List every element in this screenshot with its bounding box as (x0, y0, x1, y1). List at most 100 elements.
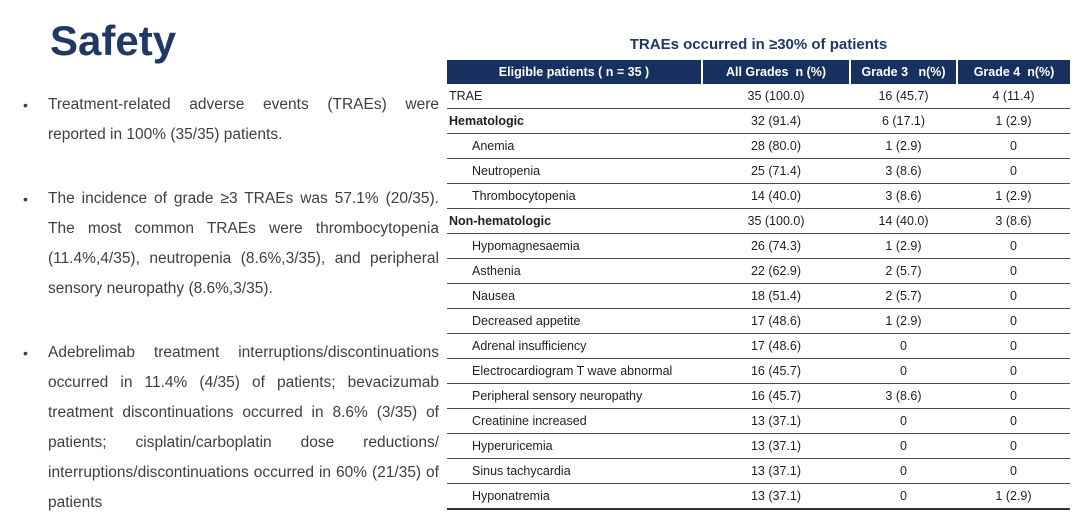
bullet-marker: • (23, 345, 28, 361)
row-label-cell: TRAE (447, 84, 702, 109)
grade4-cell: 0 (957, 233, 1070, 259)
row-label-cell: Creatinine increased (447, 408, 702, 434)
table-row: Decreased appetite 17 (48.6) 1 (2.9) 0 (447, 308, 1070, 334)
row-label-cell: Hematologic (447, 108, 702, 134)
all-grades-cell: 28 (80.0) (702, 133, 850, 159)
grade4-cell: 0 (957, 158, 1070, 184)
all-grades-cell: 13 (37.1) (702, 458, 850, 484)
grade3-cell: 6 (17.1) (850, 108, 957, 134)
grade3-cell: 0 (850, 333, 957, 359)
grade3-cell: 3 (8.6) (850, 183, 957, 209)
grade3-cell: 3 (8.6) (850, 383, 957, 409)
bullet-item: • The incidence of grade ≥3 TRAEs was 57… (23, 184, 439, 304)
table-row: Asthenia 22 (62.9) 2 (5.7) 0 (447, 258, 1070, 284)
row-label-cell: Hyponatremia (447, 483, 702, 510)
table-row: Adrenal insufficiency 17 (48.6) 0 0 (447, 333, 1070, 359)
trae-table-body: TRAE 35 (100.0) 16 (45.7) 4 (11.4) Hemat… (447, 84, 1070, 510)
grade3-cell: 2 (5.7) (850, 258, 957, 284)
table-row: Neutropenia 25 (71.4) 3 (8.6) 0 (447, 158, 1070, 184)
all-grades-cell: 13 (37.1) (702, 483, 850, 510)
bullet-item: • Treatment-related adverse events (TRAE… (23, 90, 439, 150)
bullet-text: Treatment-related adverse events (TRAEs)… (48, 96, 439, 143)
row-label-cell: Peripheral sensory neuropathy (447, 383, 702, 409)
header-grade-3: Grade 3 n(%) (849, 60, 957, 84)
grade3-cell: 14 (40.0) (850, 208, 957, 234)
table-row: TRAE 35 (100.0) 16 (45.7) 4 (11.4) (447, 84, 1070, 109)
all-grades-cell: 16 (45.7) (702, 358, 850, 384)
table-row: Hyperuricemia 13 (37.1) 0 0 (447, 433, 1070, 459)
table-row: Creatinine increased 13 (37.1) 0 0 (447, 408, 1070, 434)
all-grades-cell: 13 (37.1) (702, 408, 850, 434)
grade4-cell: 0 (957, 433, 1070, 459)
all-grades-cell: 26 (74.3) (702, 233, 850, 259)
all-grades-cell: 35 (100.0) (702, 84, 850, 109)
bullet-item: • Adebrelimab treatment interruptions/​d… (23, 338, 439, 518)
header-grade-4: Grade 4 n(%) (956, 60, 1070, 84)
grade4-cell: 0 (957, 408, 1070, 434)
all-grades-cell: 14 (40.0) (702, 183, 850, 209)
row-label-cell: Hypomagnesaemia (447, 233, 702, 259)
grade4-cell: 0 (957, 258, 1070, 284)
row-label-cell: Electrocardiogram T wave abnormal (447, 358, 702, 384)
all-grades-cell: 35 (100.0) (702, 208, 850, 234)
grade4-cell: 0 (957, 283, 1070, 309)
table-row: Hematologic 32 (91.4) 6 (17.1) 1 (2.9) (447, 108, 1070, 134)
grade4-cell: 1 (2.9) (957, 183, 1070, 209)
table-header-row: Eligible patients ( n = 35 ) All Grades … (447, 60, 1070, 84)
table-row: Sinus tachycardia 13 (37.1) 0 0 (447, 458, 1070, 484)
all-grades-cell: 18 (51.4) (702, 283, 850, 309)
table-row: Anemia 28 (80.0) 1 (2.9) 0 (447, 133, 1070, 159)
grade4-cell: 3 (8.6) (957, 208, 1070, 234)
grade3-cell: 1 (2.9) (850, 308, 957, 334)
row-label-cell: Decreased appetite (447, 308, 702, 334)
bullet-marker: • (23, 191, 28, 207)
grade4-cell: 1 (2.9) (957, 483, 1070, 510)
grade3-cell: 3 (8.6) (850, 158, 957, 184)
grade3-cell: 1 (2.9) (850, 233, 957, 259)
grade3-cell: 0 (850, 433, 957, 459)
header-all-grades: All Grades n (%) (701, 60, 850, 84)
table-row: Nausea 18 (51.4) 2 (5.7) 0 (447, 283, 1070, 309)
row-label-cell: Asthenia (447, 258, 702, 284)
row-label-cell: Sinus tachycardia (447, 458, 702, 484)
all-grades-cell: 32 (91.4) (702, 108, 850, 134)
grade4-cell: 0 (957, 308, 1070, 334)
page-title: Safety (50, 17, 177, 64)
row-label-cell: Adrenal insufficiency (447, 333, 702, 359)
grade3-cell: 0 (850, 483, 957, 510)
table-row: Hypomagnesaemia 26 (74.3) 1 (2.9) 0 (447, 233, 1070, 259)
grade4-cell: 0 (957, 458, 1070, 484)
grade3-cell: 0 (850, 458, 957, 484)
grade4-cell: 0 (957, 383, 1070, 409)
grade3-cell: 0 (850, 408, 957, 434)
all-grades-cell: 22 (62.9) (702, 258, 850, 284)
table-title: TRAEs occurred in ≥30% of patients (629, 36, 888, 53)
grade4-cell: 0 (957, 133, 1070, 159)
grade4-cell: 1 (2.9) (957, 108, 1070, 134)
trae-table: Eligible patients ( n = 35 ) All Grades … (447, 60, 1070, 510)
row-label-cell: Hyperuricemia (447, 433, 702, 459)
row-label-cell: Thrombocytopenia (447, 183, 702, 209)
table-row: Thrombocytopenia 14 (40.0) 3 (8.6) 1 (2.… (447, 183, 1070, 209)
row-label-cell: Neutropenia (447, 158, 702, 184)
grade4-cell: 4 (11.4) (957, 84, 1070, 109)
grade4-cell: 0 (957, 333, 1070, 359)
grade3-cell: 16 (45.7) (850, 84, 957, 109)
table-row: Non-hematologic 35 (100.0) 14 (40.0) 3 (… (447, 208, 1070, 234)
bullet-text: Adebrelimab treatment interruptions/​dis… (48, 344, 439, 511)
all-grades-cell: 16 (45.7) (702, 383, 850, 409)
header-eligible-patients: Eligible patients ( n = 35 ) (447, 60, 702, 84)
all-grades-cell: 17 (48.6) (702, 333, 850, 359)
bullet-list: • Treatment-related adverse events (TRAE… (23, 90, 439, 531)
all-grades-cell: 17 (48.6) (702, 308, 850, 334)
table-row: Hyponatremia 13 (37.1) 0 1 (2.9) (447, 483, 1070, 510)
row-label-cell: Anemia (447, 133, 702, 159)
table-row: Electrocardiogram T wave abnormal 16 (45… (447, 358, 1070, 384)
all-grades-cell: 13 (37.1) (702, 433, 850, 459)
all-grades-cell: 25 (71.4) (702, 158, 850, 184)
table-row: Peripheral sensory neuropathy 16 (45.7) … (447, 383, 1070, 409)
trae-table-panel: TRAEs occurred in ≥30% of patients Eligi… (447, 36, 1070, 510)
grade3-cell: 0 (850, 358, 957, 384)
grade3-cell: 2 (5.7) (850, 283, 957, 309)
